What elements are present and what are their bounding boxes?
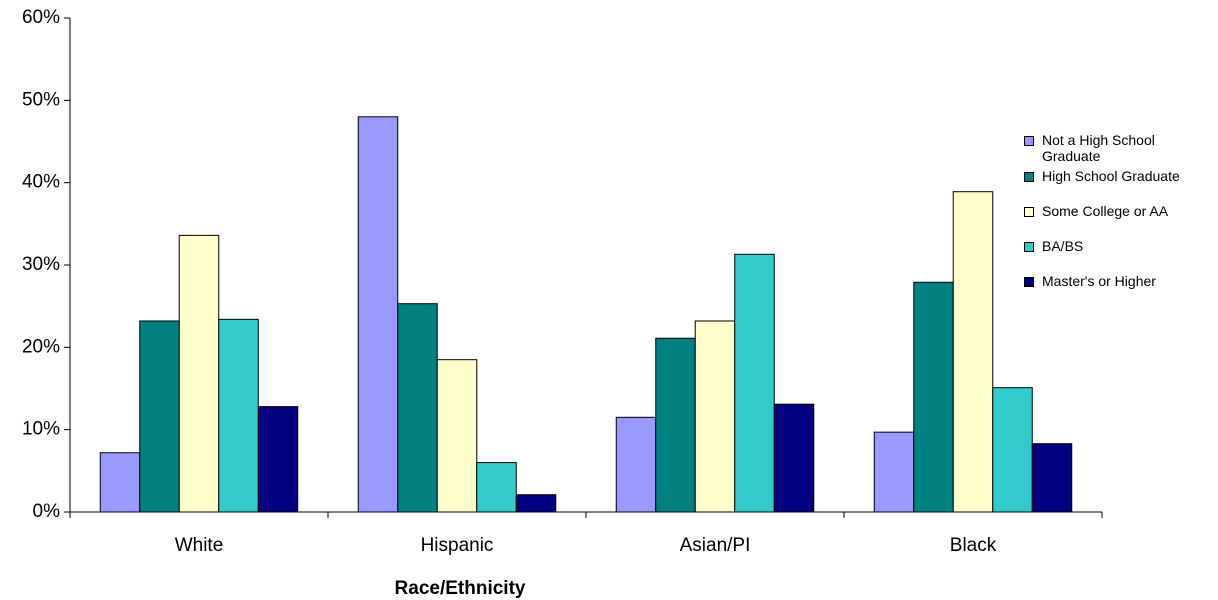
x-tick-label: White bbox=[175, 535, 224, 556]
x-tick-label: Black bbox=[950, 535, 997, 556]
y-tick-label: 10% bbox=[22, 419, 60, 440]
legend-label: Some College or AA bbox=[1042, 203, 1169, 219]
legend-swatch bbox=[1024, 136, 1034, 146]
bar bbox=[515, 494, 557, 513]
legend-label: High School Graduate bbox=[1042, 168, 1180, 184]
bar bbox=[615, 416, 657, 513]
y-tick-label: 20% bbox=[22, 336, 60, 357]
legend-swatch bbox=[1024, 242, 1034, 252]
legend-item: Not a High School Graduate bbox=[1024, 132, 1172, 164]
bar bbox=[257, 406, 299, 513]
legend-swatch bbox=[1024, 277, 1034, 287]
bar bbox=[218, 318, 259, 513]
bar bbox=[139, 320, 180, 513]
y-tick-label: 30% bbox=[22, 254, 60, 275]
bar bbox=[99, 452, 141, 513]
legend-swatch bbox=[1024, 207, 1034, 217]
bar bbox=[952, 191, 994, 513]
bar bbox=[476, 462, 517, 513]
bar bbox=[178, 234, 220, 513]
y-tick-label: 40% bbox=[22, 172, 60, 193]
legend-swatch bbox=[1024, 172, 1034, 182]
x-axis-title: Race/Ethnicity bbox=[395, 578, 526, 599]
legend-item: BA/BS bbox=[1024, 238, 1214, 254]
legend-label: Master's or Higher bbox=[1042, 273, 1156, 289]
y-tick-label: 50% bbox=[22, 89, 60, 110]
y-tick-label: 0% bbox=[33, 501, 61, 522]
bar bbox=[655, 337, 696, 513]
legend-label: Not a High School Graduate bbox=[1042, 132, 1155, 164]
legend-item: Master's or Higher bbox=[1024, 273, 1214, 289]
bar bbox=[734, 253, 775, 513]
legend-item: High School Graduate bbox=[1024, 168, 1214, 184]
legend-label: BA/BS bbox=[1042, 238, 1084, 254]
bar bbox=[913, 281, 954, 513]
bar bbox=[873, 431, 915, 513]
legend: Not a High School Graduate High School Gr… bbox=[1024, 132, 1214, 308]
bar bbox=[694, 320, 736, 513]
bar bbox=[992, 387, 1033, 513]
x-tick-label: Hispanic bbox=[421, 535, 494, 556]
bar bbox=[397, 303, 438, 513]
bar bbox=[436, 359, 478, 513]
bar bbox=[357, 116, 399, 513]
bar bbox=[773, 403, 815, 513]
x-tick-label: Asian/PI bbox=[680, 535, 751, 556]
legend-item: Some College or AA bbox=[1024, 203, 1214, 219]
bar bbox=[1031, 443, 1073, 513]
y-tick-label: 60% bbox=[22, 7, 60, 28]
